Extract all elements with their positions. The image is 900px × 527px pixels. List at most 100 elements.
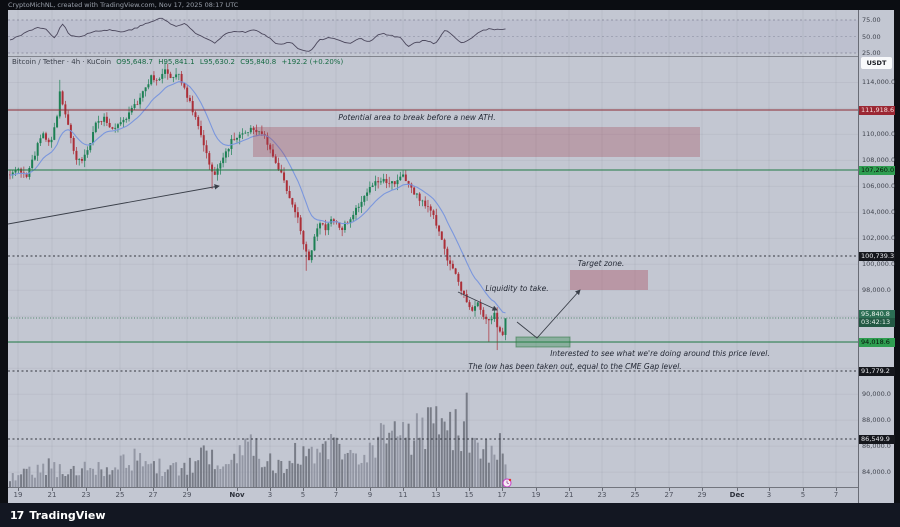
grid-layer	[8, 56, 858, 487]
price-axis-label: 106,000.0	[862, 182, 896, 190]
bottom-bar: 17 TradingView	[0, 503, 900, 527]
price-axis-label: 114,000.0	[862, 78, 896, 86]
time-tick	[120, 488, 121, 491]
chart-area: Potential area to break before a new ATH…	[8, 10, 896, 503]
price-level-pill: 111,918.6	[859, 105, 895, 115]
time-tick	[669, 488, 670, 491]
time-axis-label: 19	[531, 491, 541, 499]
annotation-text[interactable]: Liquidity to take.	[485, 284, 548, 293]
time-axis-label: 25	[115, 491, 125, 499]
time-tick	[303, 488, 304, 491]
annotation-text[interactable]: Interested to see what we're doing aroun…	[550, 349, 770, 358]
time-tick	[737, 488, 738, 491]
time-axis[interactable]: 19 21 23 25 27 29 Nov 3 5 7 9 11 13 15 17 19 21 23 25 27 29 D…	[8, 487, 858, 503]
time-tick	[769, 488, 770, 491]
rsi-axis-label: 75.00	[862, 16, 881, 24]
time-tick	[370, 488, 371, 491]
time-axis-label: 21	[564, 491, 574, 499]
time-tick	[536, 488, 537, 491]
price-pane[interactable]: Potential area to break before a new ATH…	[8, 56, 858, 487]
legend-high: H95,841.1	[158, 58, 195, 66]
price-level-pill: 86,549.9	[859, 434, 895, 444]
time-tick	[436, 488, 437, 491]
time-axis-label: 11	[398, 491, 408, 499]
time-tick	[803, 488, 804, 491]
rsi-pane[interactable]	[8, 10, 858, 56]
time-axis-label: 27	[664, 491, 674, 499]
time-tick	[18, 488, 19, 491]
price-level-pill: 107,260.0	[859, 165, 895, 175]
annotation-text[interactable]: Target zone.	[578, 259, 624, 268]
time-tick	[403, 488, 404, 491]
price-axis-label: 90,000.0	[862, 390, 891, 398]
time-axis-label: 25	[630, 491, 640, 499]
time-axis-label: 7	[833, 491, 839, 499]
trendline-arrow[interactable]	[8, 184, 220, 225]
time-tick	[336, 488, 337, 491]
time-tick	[237, 488, 238, 491]
tradingview-wordmark[interactable]: TradingView	[29, 508, 106, 522]
projection-arrow[interactable]	[516, 289, 581, 339]
time-axis-label: Dec	[729, 491, 745, 499]
time-axis-label: 27	[148, 491, 158, 499]
time-axis-label: 3	[766, 491, 772, 499]
last-price-value: 95,840.8	[859, 309, 895, 318]
attribution-bar: CryptoMichNL, created with TradingView.c…	[0, 0, 900, 10]
price-axis-label: 108,000.0	[862, 156, 896, 164]
price-axis-label: 88,000.0	[862, 416, 891, 424]
time-axis-label: 17	[497, 491, 507, 499]
time-tick	[469, 488, 470, 491]
annotation-text[interactable]: The low has been taken out, equal to the…	[468, 362, 681, 371]
rsi-axis-label: 25.00	[862, 49, 881, 57]
target-zone[interactable]	[570, 270, 648, 290]
volume-layer	[9, 392, 507, 487]
time-tick	[153, 488, 154, 491]
price-axis-label: 104,000.0	[862, 208, 896, 216]
price-level-pill: 100,739.3	[859, 251, 895, 261]
symbol-title[interactable]: Bitcoin / Tether · 4h · KuCoin	[12, 58, 112, 66]
price-level-pill: 91,779.2	[859, 366, 895, 376]
price-axis-label: 100,000.0	[862, 260, 896, 268]
time-tick	[270, 488, 271, 491]
time-tick	[52, 488, 53, 491]
annotation-text[interactable]: Potential area to break before a new ATH…	[338, 113, 495, 122]
event-marker-icon[interactable]	[502, 478, 512, 487]
price-axis-label: 86,000.0	[862, 442, 891, 450]
time-tick	[635, 488, 636, 491]
attribution-text: CryptoMichNL, created with TradingView.c…	[8, 1, 239, 9]
supply-zone[interactable]	[253, 127, 700, 157]
time-axis-label: 23	[597, 491, 607, 499]
time-tick	[569, 488, 570, 491]
price-axis-label: 110,000.0	[862, 130, 896, 138]
rsi-line	[9, 17, 506, 52]
rsi-axis-label: 50.00	[862, 32, 881, 41]
price-level-pill: 94,018.6	[859, 337, 895, 347]
time-axis-label: 15	[464, 491, 474, 499]
time-tick	[836, 488, 837, 491]
time-tick	[86, 488, 87, 491]
price-axis[interactable]: USDT 75.00 50.00 25.00 114,000.0 110,000.0 10…	[858, 10, 896, 503]
time-tick	[702, 488, 703, 491]
chart-legend: Bitcoin / Tether · 4h · KuCoin O95,648.7…	[12, 58, 343, 66]
support-zone[interactable]	[515, 336, 571, 348]
time-axis-label: 19	[13, 491, 23, 499]
bar-countdown: 03:42:13	[859, 318, 895, 327]
ma-line	[9, 81, 506, 314]
time-axis-label: 29	[182, 491, 192, 499]
time-tick	[502, 488, 503, 491]
legend-low: L95,630.2	[199, 58, 235, 66]
time-axis-label: 5	[800, 491, 806, 499]
legend-close: C95,840.8	[240, 58, 277, 66]
time-axis-label: 7	[333, 491, 339, 499]
price-axis-label: 102,000.0	[862, 234, 896, 242]
legend-change: +192.2 (+0.20%)	[281, 58, 344, 66]
currency-toggle-button[interactable]: USDT	[861, 57, 892, 69]
last-price-pill: 95,840.8 03:42:13	[859, 309, 895, 327]
time-axis-label: 29	[697, 491, 707, 499]
price-axis-label: 98,000.0	[862, 286, 891, 294]
tradingview-logo-icon[interactable]: 17	[10, 508, 24, 522]
rsi-band	[8, 20, 858, 53]
liquidity-arrow[interactable]	[457, 291, 498, 311]
legend-open: O95,648.7	[116, 58, 153, 66]
